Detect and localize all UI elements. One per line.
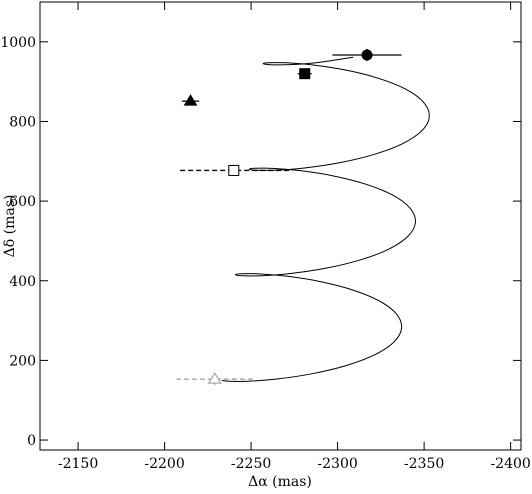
marker-triangle xyxy=(207,372,222,384)
marker-triangle xyxy=(183,94,198,106)
x-tick-label: -2350 xyxy=(404,456,444,472)
marker-square xyxy=(299,68,311,80)
y-tick-label: 0 xyxy=(27,433,36,449)
plot-frame xyxy=(39,1,522,451)
orbit-track xyxy=(221,56,430,382)
x-axis-label: Δα (mas) xyxy=(248,474,312,490)
y-tick-label: 800 xyxy=(9,114,36,130)
x-tick-label: -2250 xyxy=(231,456,271,472)
y-tick-label: 1000 xyxy=(0,35,36,51)
x-tick-label: -2300 xyxy=(317,456,357,472)
x-tick-label: -2400 xyxy=(490,456,530,472)
marker-circle xyxy=(361,49,373,61)
y-tick-label: 200 xyxy=(9,353,36,369)
y-axis-label: Δδ (mas) xyxy=(2,195,18,258)
y-tick-label: 600 xyxy=(9,194,36,210)
x-tick-label: -2150 xyxy=(58,456,98,472)
x-tick-label: -2200 xyxy=(144,456,184,472)
y-tick-label: 400 xyxy=(9,274,36,290)
marker-square xyxy=(228,164,240,176)
